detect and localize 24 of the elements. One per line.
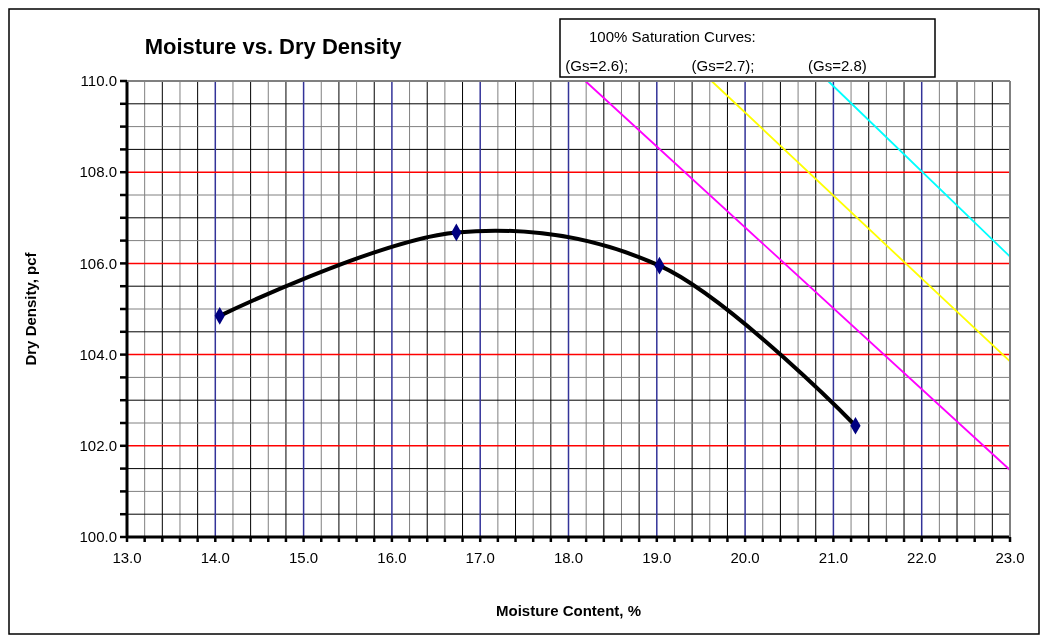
series-label: (Gs=2.6); xyxy=(565,57,629,74)
y-tick-label: 104.0 xyxy=(79,345,117,363)
y-tick-label: 108.0 xyxy=(79,163,117,181)
series-label: (Gs=2.8) xyxy=(808,57,867,74)
x-tick-label: 19.0 xyxy=(642,549,672,566)
chart-title: Moisture vs. Dry Density xyxy=(144,34,403,59)
y-tick-label: 110.0 xyxy=(80,72,117,90)
y-tick-label: 106.0 xyxy=(79,254,117,272)
x-tick-label: 21.0 xyxy=(818,549,848,566)
x-tick-label: 18.0 xyxy=(553,549,584,566)
series-label: (Gs=2.7); xyxy=(691,57,755,74)
x-tick-label: 13.0 xyxy=(112,549,142,566)
x-tick-label: 16.0 xyxy=(377,549,407,566)
x-tick-label: 17.0 xyxy=(465,549,495,566)
x-tick-label: 22.0 xyxy=(907,549,937,566)
x-tick-label: 23.0 xyxy=(995,549,1025,566)
x-tick-label: 15.0 xyxy=(289,549,319,566)
y-axis-title: Dry Density, pcf xyxy=(22,251,39,366)
x-tick-label: 20.0 xyxy=(730,549,760,566)
x-tick-label: 14.0 xyxy=(200,549,230,566)
y-tick-label: 100.0 xyxy=(79,528,117,546)
y-tick-label: 102.0 xyxy=(79,437,117,455)
legend-title: 100% Saturation Curves: xyxy=(589,28,756,45)
x-axis-title: Moisture Content, % xyxy=(496,602,641,619)
